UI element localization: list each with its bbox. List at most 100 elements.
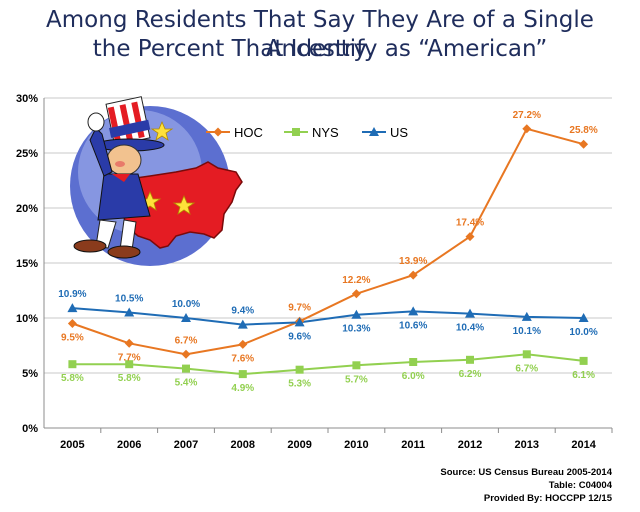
nys-point-marker bbox=[182, 364, 190, 373]
shoe bbox=[107, 245, 141, 259]
x-tick-label: 2007 bbox=[174, 439, 198, 451]
nys-data-label: 5.7% bbox=[345, 374, 368, 385]
hoc-data-label: 12.2% bbox=[342, 275, 370, 286]
nys-point-marker bbox=[579, 356, 588, 365]
bow-tie bbox=[112, 174, 130, 182]
shoe bbox=[73, 239, 107, 253]
x-tick-label: 2005 bbox=[60, 439, 84, 451]
source-line-1: Source: US Census Bureau 2005-2014 bbox=[440, 467, 612, 478]
us-data-label: 10.5% bbox=[115, 294, 143, 305]
y-tick-label: 0% bbox=[22, 423, 38, 435]
legend-label-hoc: HOC bbox=[234, 125, 263, 140]
x-tick-label: 2011 bbox=[401, 439, 425, 451]
hoc-point-marker bbox=[181, 349, 191, 359]
hoc-data-label: 25.8% bbox=[569, 125, 597, 136]
us-point-marker bbox=[237, 319, 248, 329]
hoc-point-marker bbox=[579, 139, 589, 149]
us-data-label: 9.4% bbox=[231, 306, 254, 317]
x-tick-label: 2006 bbox=[117, 439, 141, 451]
legend-label-us: US bbox=[390, 125, 408, 140]
legend-marker-nys bbox=[292, 128, 300, 136]
star-icon bbox=[150, 120, 174, 141]
hoc-data-label: 13.9% bbox=[399, 256, 427, 267]
y-tick-label: 25% bbox=[16, 148, 38, 160]
us-point-marker bbox=[124, 307, 135, 317]
nys-data-label: 6.1% bbox=[572, 370, 595, 381]
hoc-data-label: 6.7% bbox=[175, 335, 198, 346]
star-icon bbox=[172, 194, 196, 215]
nys-series-line bbox=[72, 353, 584, 376]
hoc-data-label: 9.7% bbox=[288, 302, 311, 313]
us-data-label: 10.1% bbox=[513, 326, 541, 337]
y-tick-label: 20% bbox=[16, 203, 38, 215]
hoc-point-marker bbox=[408, 270, 418, 280]
x-tick-label: 2013 bbox=[515, 439, 539, 451]
legend-label-nys: NYS bbox=[312, 125, 339, 140]
us-data-label: 10.0% bbox=[172, 299, 200, 310]
us-point-marker bbox=[351, 309, 362, 319]
nys-point-marker bbox=[238, 370, 247, 379]
nys-data-label: 5.8% bbox=[61, 373, 84, 384]
us-data-label: 9.6% bbox=[288, 331, 311, 342]
legend: HOC NYS US bbox=[206, 125, 408, 140]
x-tick-label: 2014 bbox=[571, 439, 596, 451]
glove bbox=[87, 112, 105, 132]
nys-data-label: 4.9% bbox=[231, 383, 254, 394]
us-series-line bbox=[72, 307, 584, 326]
us-data-label: 10.0% bbox=[569, 327, 597, 338]
source-line-2: Table: C04004 bbox=[548, 480, 612, 491]
legend-marker-hoc bbox=[213, 127, 223, 137]
hoc-data-label: 27.2% bbox=[513, 110, 541, 121]
y-tick-label: 15% bbox=[16, 258, 38, 270]
axes: 0% 5% 10% 15% 20% 25% 30% 2005 2006 2007 2008 2009 2… bbox=[16, 93, 613, 451]
series-markers bbox=[67, 124, 589, 379]
hoc-data-label: 9.5% bbox=[61, 333, 84, 344]
hoc-series-line bbox=[72, 127, 584, 356]
us-point-marker bbox=[67, 303, 78, 313]
us-data-label: 10.4% bbox=[456, 323, 484, 334]
nys-data-label: 6.0% bbox=[402, 371, 425, 382]
us-point-marker bbox=[181, 313, 191, 322]
us-point-marker bbox=[521, 311, 532, 321]
hoc-data-label: 7.7% bbox=[118, 352, 141, 363]
hoc-point-marker bbox=[67, 319, 77, 328]
us-data-label: 10.3% bbox=[342, 324, 370, 335]
hoc-point-marker bbox=[465, 232, 475, 242]
nys-point-marker bbox=[295, 365, 304, 374]
y-tick-label: 30% bbox=[16, 93, 38, 105]
nys-point-marker bbox=[125, 360, 134, 369]
hoc-data-label: 17.4% bbox=[456, 218, 484, 229]
y-tick-label: 5% bbox=[22, 368, 38, 380]
us-point-marker bbox=[408, 306, 419, 316]
us-point-marker bbox=[465, 308, 475, 318]
uncle-sam-illustration bbox=[70, 96, 243, 266]
nys-data-label: 6.7% bbox=[515, 363, 538, 374]
series-lines bbox=[72, 127, 584, 376]
us-point-marker bbox=[294, 317, 305, 327]
nys-point-marker bbox=[409, 358, 418, 366]
nys-point-marker bbox=[522, 350, 531, 359]
nys-data-label: 5.4% bbox=[175, 378, 198, 389]
hoc-point-marker bbox=[522, 124, 532, 134]
legend-marker-us bbox=[369, 127, 379, 136]
nys-point-marker bbox=[466, 355, 474, 364]
y-tick-label: 10% bbox=[16, 313, 38, 325]
nys-data-label: 5.8% bbox=[118, 373, 141, 384]
x-tick-label: 2010 bbox=[344, 439, 368, 451]
hat-band bbox=[109, 119, 151, 138]
nys-data-label: 6.2% bbox=[459, 369, 482, 380]
chart-title-line-1: Among Residents That Say They Are of a S… bbox=[46, 7, 594, 62]
nys-data-label: 5.3% bbox=[288, 379, 311, 390]
nys-point-marker bbox=[68, 360, 77, 369]
x-tick-label: 2012 bbox=[458, 439, 482, 451]
chart-title-line-2: the Percent That Identify as “American” bbox=[92, 36, 548, 62]
us-data-label: 10.6% bbox=[399, 320, 427, 331]
hoc-point-marker bbox=[238, 339, 248, 349]
x-tick-label: 2009 bbox=[287, 439, 311, 451]
us-point-marker bbox=[578, 313, 589, 322]
x-tick-label: 2008 bbox=[231, 439, 255, 451]
nys-point-marker bbox=[352, 361, 361, 370]
us-data-label: 10.9% bbox=[58, 289, 86, 300]
data-labels: 9.5% 7.7% 6.7% 7.6% 9.7% 12.2% 13.9% 17.4% 27.2%… bbox=[58, 110, 598, 394]
